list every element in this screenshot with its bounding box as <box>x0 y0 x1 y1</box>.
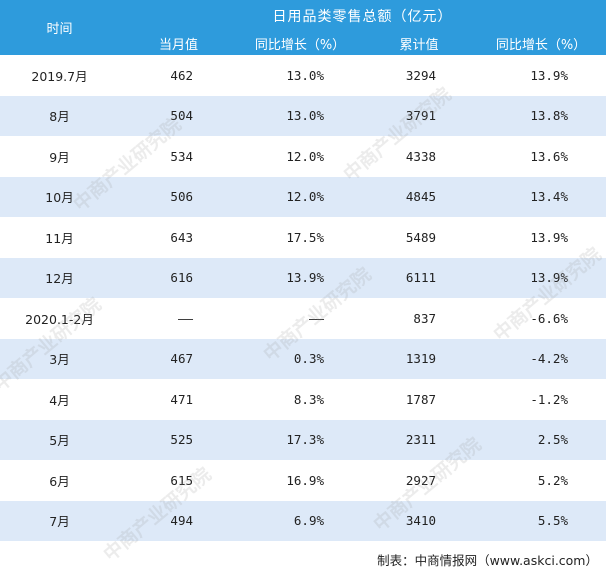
row-monthly-value: 504 <box>119 95 238 136</box>
table-row: 2019.7月 462 13.0% 3294 13.9% <box>0 55 606 96</box>
row-monthly-yoy: 12.0% <box>238 176 362 217</box>
row-monthly-value: 462 <box>119 55 238 96</box>
table-row: 5月 525 17.3% 2311 2.5% <box>0 419 606 460</box>
retail-sales-table: 时间 日用品类零售总额（亿元） 当月值 同比增长（%） 累计值 同比增长（%） … <box>0 0 606 541</box>
row-monthly-yoy: —— <box>238 298 362 339</box>
table-row: 4月 471 8.3% 1787 -1.2% <box>0 379 606 420</box>
row-cumulative-yoy: 13.8% <box>476 95 606 136</box>
row-monthly-value: 643 <box>119 217 238 258</box>
row-cumulative-value: 3294 <box>362 55 476 96</box>
row-monthly-value: 525 <box>119 419 238 460</box>
row-cumulative-yoy: 2.5% <box>476 419 606 460</box>
row-cumulative-value: 2927 <box>362 460 476 501</box>
row-cumulative-yoy: 13.6% <box>476 136 606 177</box>
row-monthly-yoy: 16.9% <box>238 460 362 501</box>
row-monthly-yoy: 12.0% <box>238 136 362 177</box>
row-monthly-yoy: 17.3% <box>238 419 362 460</box>
row-monthly-value: —— <box>119 298 238 339</box>
row-period: 2019.7月 <box>0 55 119 96</box>
row-monthly-value: 616 <box>119 257 238 298</box>
table-header: 时间 日用品类零售总额（亿元） 当月值 同比增长（%） 累计值 同比增长（%） <box>0 0 606 55</box>
header-time: 时间 <box>0 0 119 55</box>
row-period: 2020.1-2月 <box>0 298 119 339</box>
row-period: 7月 <box>0 500 119 541</box>
table-row: 6月 615 16.9% 2927 5.2% <box>0 460 606 501</box>
row-monthly-value: 494 <box>119 500 238 541</box>
row-monthly-value: 615 <box>119 460 238 501</box>
header-cumulative-yoy: 同比增长（%） <box>476 31 606 55</box>
table-body: 2019.7月 462 13.0% 3294 13.9% 8月 504 13.0% 3791 13… <box>0 55 606 541</box>
table-row: 11月 643 17.5% 5489 13.9% <box>0 217 606 258</box>
table-row: 3月 467 0.3% 1319 -4.2% <box>0 338 606 379</box>
row-period: 9月 <box>0 136 119 177</box>
row-monthly-yoy: 13.0% <box>238 55 362 96</box>
header-group-title: 日用品类零售总额（亿元） <box>119 0 606 31</box>
row-cumulative-yoy: 13.9% <box>476 217 606 258</box>
row-cumulative-value: 3791 <box>362 95 476 136</box>
row-cumulative-yoy: 13.4% <box>476 176 606 217</box>
row-period: 12月 <box>0 257 119 298</box>
header-cumulative: 累计值 <box>362 31 476 55</box>
row-cumulative-yoy: 5.2% <box>476 460 606 501</box>
row-monthly-yoy: 8.3% <box>238 379 362 420</box>
row-cumulative-value: 4845 <box>362 176 476 217</box>
row-cumulative-yoy: 13.9% <box>476 55 606 96</box>
row-cumulative-value: 4338 <box>362 136 476 177</box>
row-period: 5月 <box>0 419 119 460</box>
table-row: 8月 504 13.0% 3791 13.8% <box>0 95 606 136</box>
row-monthly-yoy: 0.3% <box>238 338 362 379</box>
row-monthly-value: 506 <box>119 176 238 217</box>
row-monthly-yoy: 13.0% <box>238 95 362 136</box>
table-row: 12月 616 13.9% 6111 13.9% <box>0 257 606 298</box>
row-cumulative-value: 837 <box>362 298 476 339</box>
row-period: 10月 <box>0 176 119 217</box>
row-monthly-yoy: 13.9% <box>238 257 362 298</box>
header-monthly-yoy: 同比增长（%） <box>238 31 362 55</box>
row-cumulative-yoy: 13.9% <box>476 257 606 298</box>
table-row: 10月 506 12.0% 4845 13.4% <box>0 176 606 217</box>
row-cumulative-value: 5489 <box>362 217 476 258</box>
row-period: 8月 <box>0 95 119 136</box>
row-cumulative-value: 2311 <box>362 419 476 460</box>
row-cumulative-value: 3410 <box>362 500 476 541</box>
row-monthly-yoy: 6.9% <box>238 500 362 541</box>
row-period: 3月 <box>0 338 119 379</box>
header-monthly: 当月值 <box>119 31 238 55</box>
row-monthly-value: 534 <box>119 136 238 177</box>
row-cumulative-yoy: -6.6% <box>476 298 606 339</box>
row-period: 6月 <box>0 460 119 501</box>
row-cumulative-yoy: 5.5% <box>476 500 606 541</box>
row-monthly-yoy: 17.5% <box>238 217 362 258</box>
row-monthly-value: 471 <box>119 379 238 420</box>
row-cumulative-yoy: -1.2% <box>476 379 606 420</box>
source-note: 制表：中商情报网（www.askci.com） <box>377 553 598 568</box>
row-period: 11月 <box>0 217 119 258</box>
row-cumulative-yoy: -4.2% <box>476 338 606 379</box>
row-period: 4月 <box>0 379 119 420</box>
row-cumulative-value: 1787 <box>362 379 476 420</box>
table-row: 7月 494 6.9% 3410 5.5% <box>0 500 606 541</box>
table-row: 9月 534 12.0% 4338 13.6% <box>0 136 606 177</box>
row-cumulative-value: 1319 <box>362 338 476 379</box>
row-monthly-value: 467 <box>119 338 238 379</box>
row-cumulative-value: 6111 <box>362 257 476 298</box>
table-row: 2020.1-2月 —— —— 837 -6.6% <box>0 298 606 339</box>
